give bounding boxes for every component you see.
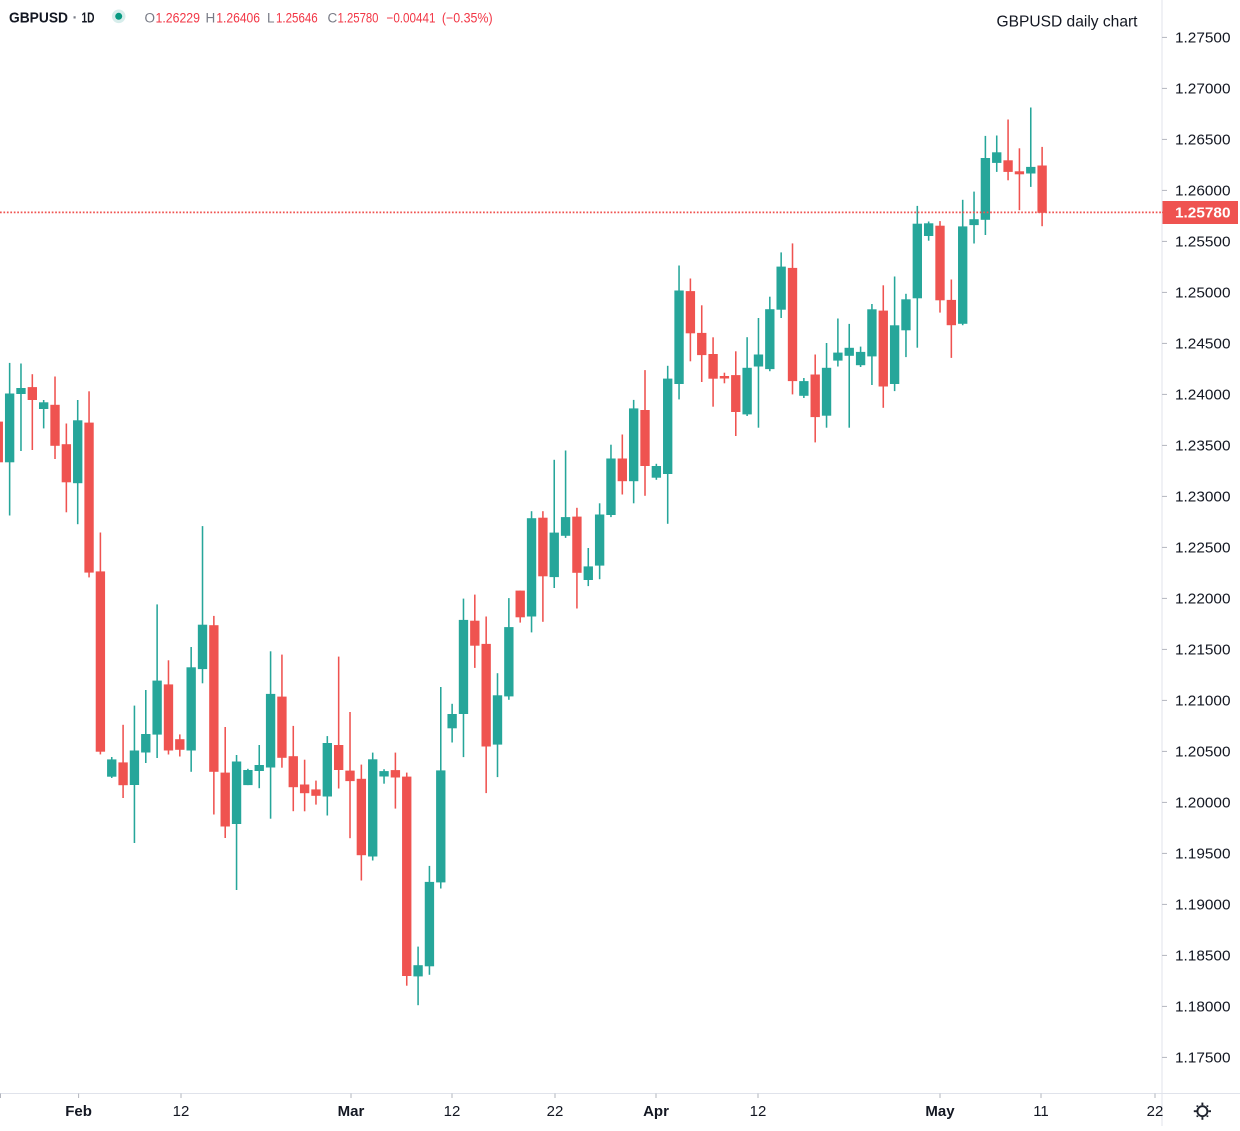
- svg-text:−0.00441: −0.00441: [387, 11, 436, 26]
- svg-text:11: 11: [1033, 1103, 1049, 1120]
- svg-text:1.20500: 1.20500: [1175, 744, 1231, 761]
- svg-text:1.21000: 1.21000: [1175, 693, 1231, 710]
- svg-text:1.26000: 1.26000: [1175, 183, 1231, 200]
- svg-text:1.26406: 1.26406: [216, 11, 260, 26]
- svg-text:C: C: [328, 11, 338, 26]
- svg-text:1.23500: 1.23500: [1175, 438, 1231, 455]
- svg-text:1.25646: 1.25646: [276, 11, 318, 26]
- svg-text:(−0.35%): (−0.35%): [442, 11, 493, 26]
- svg-text:1.26229: 1.26229: [156, 11, 201, 26]
- svg-text:1.18500: 1.18500: [1175, 948, 1231, 965]
- svg-text:1.23000: 1.23000: [1175, 489, 1231, 506]
- svg-text:1.19500: 1.19500: [1175, 846, 1231, 863]
- svg-text:1.21500: 1.21500: [1175, 642, 1231, 659]
- svg-text:Feb: Feb: [65, 1103, 92, 1120]
- svg-text:1.20000: 1.20000: [1175, 795, 1231, 812]
- svg-text:L: L: [267, 11, 275, 26]
- svg-text:Apr: Apr: [643, 1103, 669, 1120]
- svg-text:1.27500: 1.27500: [1175, 30, 1231, 47]
- svg-text:1.17500: 1.17500: [1175, 1050, 1231, 1067]
- svg-text:1.22500: 1.22500: [1175, 540, 1231, 557]
- svg-text:12: 12: [750, 1103, 767, 1120]
- svg-text:1.24500: 1.24500: [1175, 336, 1231, 353]
- svg-text:H: H: [206, 11, 216, 26]
- svg-text:1.24000: 1.24000: [1175, 387, 1231, 404]
- svg-text:·: ·: [73, 10, 78, 27]
- svg-text:May: May: [925, 1103, 955, 1120]
- svg-text:GBPUSD daily chart: GBPUSD daily chart: [997, 14, 1139, 31]
- svg-text:1.27000: 1.27000: [1175, 81, 1231, 98]
- svg-text:12: 12: [173, 1103, 190, 1120]
- svg-text:1.19000: 1.19000: [1175, 897, 1231, 914]
- svg-text:22: 22: [1147, 1103, 1164, 1120]
- svg-text:O: O: [145, 11, 156, 26]
- svg-text:1.26500: 1.26500: [1175, 132, 1231, 149]
- svg-text:1.25780: 1.25780: [338, 11, 379, 26]
- svg-text:GBPUSD: GBPUSD: [9, 10, 68, 27]
- svg-text:1.25780: 1.25780: [1175, 205, 1231, 222]
- svg-text:1D: 1D: [82, 10, 95, 27]
- svg-text:1.25500: 1.25500: [1175, 234, 1231, 251]
- svg-text:1.22000: 1.22000: [1175, 591, 1231, 608]
- svg-text:Mar: Mar: [338, 1103, 365, 1120]
- svg-text:1.18000: 1.18000: [1175, 999, 1231, 1016]
- svg-text:22: 22: [547, 1103, 564, 1120]
- svg-text:1.25000: 1.25000: [1175, 285, 1231, 302]
- svg-text:12: 12: [444, 1103, 461, 1120]
